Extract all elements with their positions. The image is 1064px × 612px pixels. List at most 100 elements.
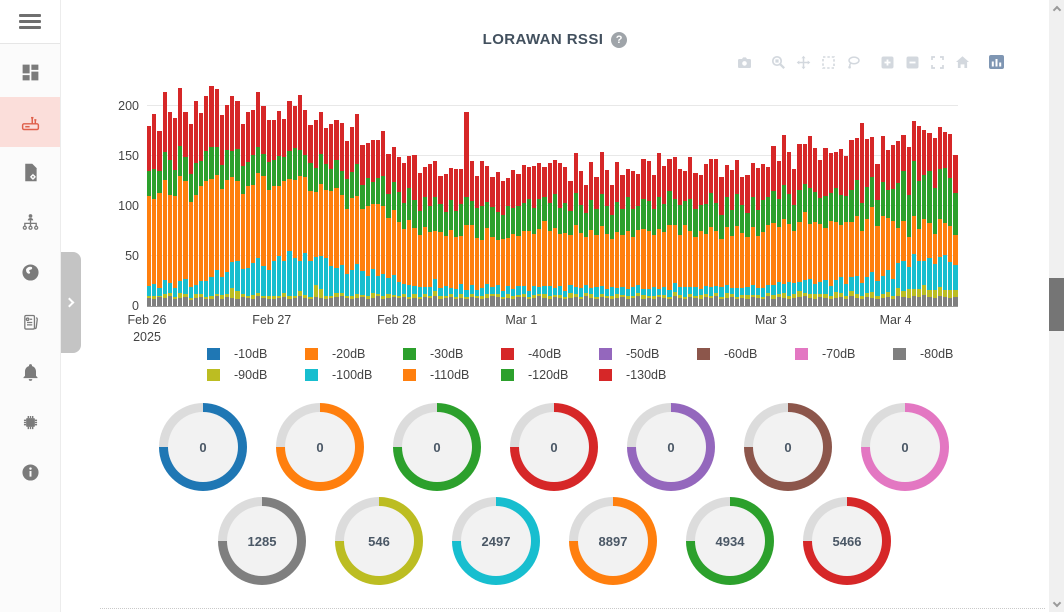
bar[interactable] [318,86,323,306]
bar[interactable] [511,86,516,306]
bar[interactable] [308,86,313,306]
bar[interactable] [625,86,630,306]
bar[interactable] [885,86,891,306]
bar[interactable] [833,86,839,306]
bar[interactable] [813,86,818,306]
bar[interactable] [464,86,469,306]
bar[interactable] [708,86,714,306]
bar[interactable] [943,86,948,306]
bar[interactable] [219,86,225,306]
pan-icon[interactable] [796,54,812,70]
bar[interactable] [714,86,719,306]
legend-item--40dB[interactable]: -40dB [501,347,599,361]
legend-item--70dB[interactable]: -70dB [795,347,893,361]
bar[interactable] [230,86,235,306]
bar[interactable] [506,86,511,306]
chart-bars[interactable] [147,86,958,306]
legend-item--50dB[interactable]: -50dB [599,347,697,361]
bar[interactable] [891,86,896,306]
bar[interactable] [906,86,911,306]
bar[interactable] [516,86,521,306]
bar[interactable] [256,86,261,306]
bar[interactable] [173,86,178,306]
bar[interactable] [896,86,901,306]
bar[interactable] [865,86,870,306]
bar[interactable] [802,86,807,306]
bar[interactable] [599,86,604,306]
autoscale-icon[interactable] [930,54,946,70]
bar[interactable] [277,86,282,306]
bar[interactable] [703,86,708,306]
bar[interactable] [818,86,823,306]
sidebar-item-world[interactable] [0,247,60,297]
legend-item--100dB[interactable]: -100dB [305,368,403,382]
bar[interactable] [620,86,625,306]
bar[interactable] [734,86,740,306]
bar[interactable] [240,86,245,306]
bar[interactable] [573,86,578,306]
bar[interactable] [355,86,360,306]
bar[interactable] [563,86,568,306]
bar[interactable] [615,86,620,306]
bar[interactable] [313,86,318,306]
bar[interactable] [651,86,656,306]
bar[interactable] [610,86,615,306]
bar[interactable] [344,86,349,306]
vertical-scrollbar[interactable] [1049,0,1064,612]
bar[interactable] [391,86,396,306]
bar[interactable] [537,86,542,306]
bar[interactable] [422,86,427,306]
legend-item--110dB[interactable]: -110dB [403,368,501,382]
bar[interactable] [162,86,167,306]
bar[interactable] [760,86,766,306]
bar[interactable] [630,86,636,306]
bar[interactable] [901,86,906,306]
bar[interactable] [672,86,677,306]
bar[interactable] [922,86,927,306]
bar[interactable] [870,86,875,306]
bar[interactable] [412,86,417,306]
camera-icon[interactable] [737,54,753,70]
bar[interactable] [396,86,401,306]
sidebar-item-reports[interactable] [0,147,60,197]
bar[interactable] [152,86,157,306]
sidebar-item-hierarchy[interactable] [0,197,60,247]
bar[interactable] [199,86,204,306]
bar[interactable] [490,86,495,306]
sidebar-item-gateways[interactable] [0,97,60,147]
bar[interactable] [209,86,214,306]
bar[interactable] [339,86,344,306]
scroll-down-button[interactable] [1049,596,1064,612]
bar[interactable] [786,86,792,306]
bar[interactable] [495,86,500,306]
bar[interactable] [948,86,953,306]
bar[interactable] [469,86,474,306]
bar[interactable] [839,86,844,306]
bar[interactable] [271,86,277,306]
bar[interactable] [875,86,880,306]
bar[interactable] [828,86,833,306]
bar[interactable] [604,86,610,306]
bar[interactable] [329,86,334,306]
bar[interactable] [584,86,589,306]
chart-plot[interactable]: 0 50 100 150 200 Feb 26 2025 Feb 27 Feb 28 Mar 1 M… [118,86,958,344]
bar[interactable] [880,86,885,306]
bar[interactable] [438,86,443,306]
bar[interactable] [251,86,256,306]
bar[interactable] [453,86,459,306]
bar[interactable] [932,86,937,306]
legend-item--80dB[interactable]: -80dB [893,347,991,361]
bar[interactable] [729,86,734,306]
bar[interactable] [849,86,854,306]
bar[interactable] [589,86,594,306]
bar[interactable] [375,86,381,306]
bar[interactable] [568,86,573,306]
legend-item--30dB[interactable]: -30dB [403,347,501,361]
legend-item--10dB[interactable]: -10dB [207,347,305,361]
bar[interactable] [937,86,943,306]
bar[interactable] [807,86,812,306]
legend-item--20dB[interactable]: -20dB [305,347,403,361]
bar[interactable] [292,86,297,306]
sidebar-expander-tab[interactable] [61,252,81,353]
bar[interactable] [662,86,667,306]
